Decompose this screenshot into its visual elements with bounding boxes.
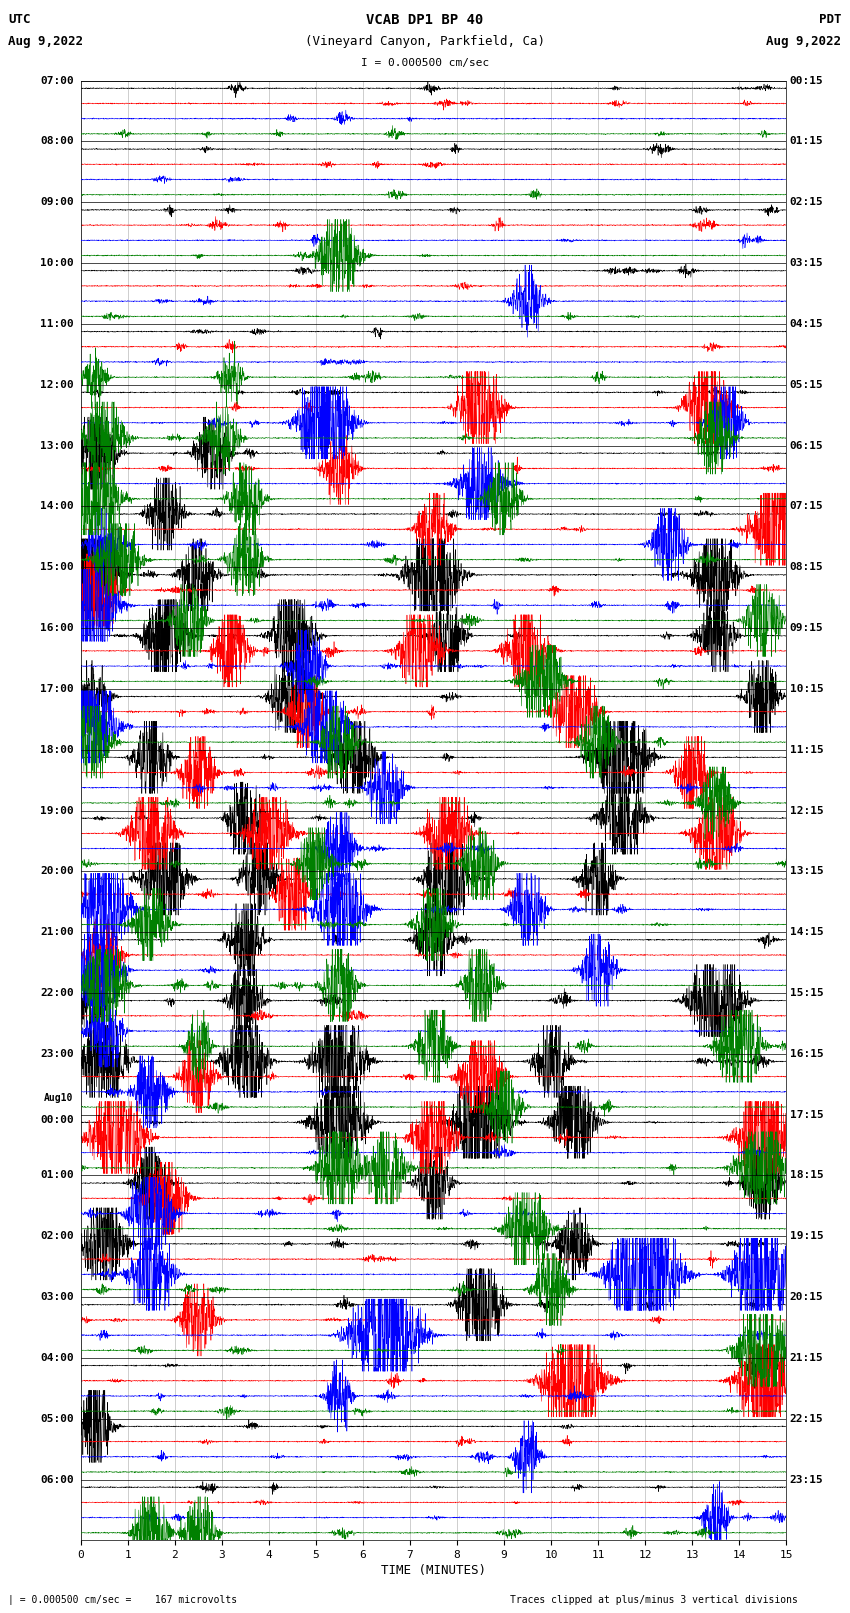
Text: 18:00: 18:00 xyxy=(40,745,74,755)
Text: 23:00: 23:00 xyxy=(40,1048,74,1058)
Text: 19:00: 19:00 xyxy=(40,805,74,816)
Text: 15:15: 15:15 xyxy=(790,989,824,998)
Text: UTC: UTC xyxy=(8,13,31,26)
Text: 00:00: 00:00 xyxy=(40,1115,74,1124)
Text: VCAB DP1 BP 40: VCAB DP1 BP 40 xyxy=(366,13,484,27)
Text: (Vineyard Canyon, Parkfield, Ca): (Vineyard Canyon, Parkfield, Ca) xyxy=(305,35,545,48)
Text: 04:00: 04:00 xyxy=(40,1353,74,1363)
Text: 05:00: 05:00 xyxy=(40,1413,74,1424)
Text: 16:15: 16:15 xyxy=(790,1048,824,1058)
Text: 16:00: 16:00 xyxy=(40,623,74,632)
Text: 19:15: 19:15 xyxy=(790,1231,824,1242)
Text: 17:15: 17:15 xyxy=(790,1110,824,1119)
Text: 00:15: 00:15 xyxy=(790,76,824,85)
Text: 22:15: 22:15 xyxy=(790,1413,824,1424)
Text: 02:00: 02:00 xyxy=(40,1231,74,1242)
Text: 13:15: 13:15 xyxy=(790,866,824,876)
Text: 05:15: 05:15 xyxy=(790,379,824,390)
Text: PDT: PDT xyxy=(819,13,842,26)
Text: Traces clipped at plus/minus 3 vertical divisions: Traces clipped at plus/minus 3 vertical … xyxy=(510,1595,798,1605)
Text: 23:15: 23:15 xyxy=(790,1474,824,1484)
Text: I = 0.000500 cm/sec: I = 0.000500 cm/sec xyxy=(361,58,489,68)
Text: 01:00: 01:00 xyxy=(40,1171,74,1181)
Text: 11:00: 11:00 xyxy=(40,319,74,329)
Text: 07:15: 07:15 xyxy=(790,502,824,511)
Text: 12:00: 12:00 xyxy=(40,379,74,390)
Text: Aug 9,2022: Aug 9,2022 xyxy=(8,35,83,48)
Text: 17:00: 17:00 xyxy=(40,684,74,694)
Text: Aug 9,2022: Aug 9,2022 xyxy=(767,35,842,48)
Text: 21:15: 21:15 xyxy=(790,1353,824,1363)
Text: 09:00: 09:00 xyxy=(40,197,74,208)
Text: 15:00: 15:00 xyxy=(40,563,74,573)
Text: 21:00: 21:00 xyxy=(40,927,74,937)
Text: 14:00: 14:00 xyxy=(40,502,74,511)
Text: Aug10: Aug10 xyxy=(44,1094,74,1103)
Text: 09:15: 09:15 xyxy=(790,623,824,632)
Text: ∣ = 0.000500 cm/sec =    167 microvolts: ∣ = 0.000500 cm/sec = 167 microvolts xyxy=(8,1595,238,1605)
Text: 13:00: 13:00 xyxy=(40,440,74,450)
Text: 18:15: 18:15 xyxy=(790,1171,824,1181)
Text: 03:15: 03:15 xyxy=(790,258,824,268)
Text: 02:15: 02:15 xyxy=(790,197,824,208)
Text: 01:15: 01:15 xyxy=(790,137,824,147)
Text: 06:15: 06:15 xyxy=(790,440,824,450)
Text: 03:00: 03:00 xyxy=(40,1292,74,1302)
Text: 14:15: 14:15 xyxy=(790,927,824,937)
X-axis label: TIME (MINUTES): TIME (MINUTES) xyxy=(381,1565,486,1578)
Text: 20:15: 20:15 xyxy=(790,1292,824,1302)
Text: 04:15: 04:15 xyxy=(790,319,824,329)
Text: 20:00: 20:00 xyxy=(40,866,74,876)
Text: 12:15: 12:15 xyxy=(790,805,824,816)
Text: 08:00: 08:00 xyxy=(40,137,74,147)
Text: 11:15: 11:15 xyxy=(790,745,824,755)
Text: 07:00: 07:00 xyxy=(40,76,74,85)
Text: 08:15: 08:15 xyxy=(790,563,824,573)
Text: 10:00: 10:00 xyxy=(40,258,74,268)
Text: 06:00: 06:00 xyxy=(40,1474,74,1484)
Text: 22:00: 22:00 xyxy=(40,989,74,998)
Text: 10:15: 10:15 xyxy=(790,684,824,694)
